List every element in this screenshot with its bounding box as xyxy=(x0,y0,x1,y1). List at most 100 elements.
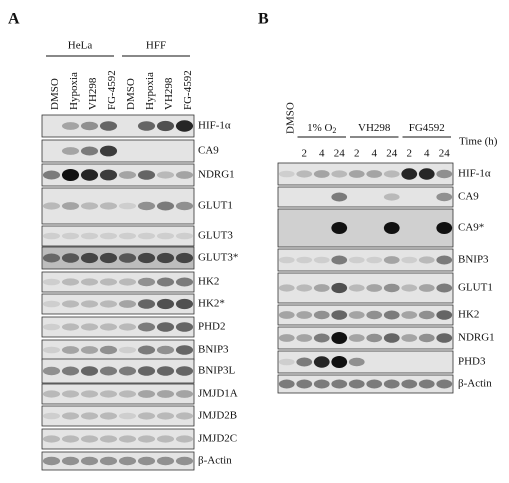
band xyxy=(156,252,175,264)
band xyxy=(137,322,156,332)
band xyxy=(156,456,175,466)
band xyxy=(175,412,194,420)
band xyxy=(278,256,295,264)
band xyxy=(175,277,194,287)
band xyxy=(137,201,156,211)
band xyxy=(156,345,175,355)
blot xyxy=(41,405,195,427)
protein-label: NDRG1 xyxy=(198,169,235,181)
band xyxy=(42,300,61,308)
band xyxy=(80,456,99,466)
band xyxy=(61,169,80,181)
band xyxy=(331,282,348,294)
band xyxy=(156,412,175,420)
band xyxy=(156,277,175,287)
band xyxy=(156,322,175,332)
band xyxy=(61,232,80,240)
protein-label: GLUT1 xyxy=(198,200,233,212)
band xyxy=(383,310,400,320)
band xyxy=(61,435,80,443)
protein-label: GLUT1 xyxy=(458,282,493,294)
time-point: 4 xyxy=(319,148,325,160)
band xyxy=(278,311,295,319)
band xyxy=(99,300,118,308)
band xyxy=(436,255,453,265)
band xyxy=(80,346,99,354)
band xyxy=(348,357,365,367)
lane-label: VH298 xyxy=(163,77,175,110)
band xyxy=(99,252,118,264)
band xyxy=(80,435,99,443)
band xyxy=(80,412,99,420)
band xyxy=(156,120,175,132)
band xyxy=(80,390,99,398)
band xyxy=(156,435,175,443)
band xyxy=(42,346,61,354)
band xyxy=(99,323,118,331)
band xyxy=(313,256,330,264)
band xyxy=(348,334,365,342)
lane-label: DMSO xyxy=(49,78,61,110)
band xyxy=(313,170,330,178)
time-point: 24 xyxy=(334,148,346,160)
band xyxy=(42,435,61,443)
band xyxy=(366,379,383,389)
band xyxy=(80,300,99,308)
protein-label: HK2 xyxy=(198,276,219,288)
band xyxy=(80,146,99,156)
band xyxy=(42,390,61,398)
group-label: 1% O2 xyxy=(307,122,336,135)
band xyxy=(156,201,175,211)
band xyxy=(118,278,137,286)
band xyxy=(137,121,156,131)
band xyxy=(80,323,99,331)
band xyxy=(313,284,330,292)
protein-label: CA9* xyxy=(458,222,484,234)
protein-label: HK2* xyxy=(198,298,225,310)
band xyxy=(118,456,137,466)
band xyxy=(331,332,348,344)
band xyxy=(137,170,156,180)
band xyxy=(118,300,137,308)
band xyxy=(42,253,61,263)
band xyxy=(42,232,61,240)
band xyxy=(383,379,400,389)
band xyxy=(175,298,194,310)
band xyxy=(331,222,348,234)
band xyxy=(156,232,175,240)
blot xyxy=(277,304,454,326)
band xyxy=(436,192,453,202)
band xyxy=(42,412,61,420)
band xyxy=(348,379,365,389)
band xyxy=(99,366,118,376)
protein-label: PHD2 xyxy=(198,321,226,333)
band xyxy=(42,278,61,286)
panel-label: A xyxy=(8,11,20,28)
blot xyxy=(41,428,195,450)
blot xyxy=(277,186,454,208)
band xyxy=(296,357,313,367)
band xyxy=(331,379,348,389)
band xyxy=(175,120,194,132)
band xyxy=(137,435,156,443)
group-label-text: FG4592 xyxy=(409,122,445,134)
band xyxy=(80,366,99,376)
band xyxy=(80,121,99,131)
blot xyxy=(41,114,195,138)
protein-label: JMJD2C xyxy=(198,433,237,445)
protein-label: GLUT3 xyxy=(198,230,233,242)
band xyxy=(99,169,118,181)
band xyxy=(383,170,400,178)
band xyxy=(418,168,435,180)
band xyxy=(175,366,194,376)
band xyxy=(401,256,418,264)
band xyxy=(61,366,80,376)
panel-label: B xyxy=(258,11,269,28)
protein-label: β-Actin xyxy=(458,378,492,390)
band xyxy=(61,122,80,130)
band xyxy=(137,299,156,309)
band xyxy=(296,284,313,292)
band xyxy=(118,366,137,376)
band xyxy=(348,170,365,178)
blot xyxy=(277,208,454,248)
